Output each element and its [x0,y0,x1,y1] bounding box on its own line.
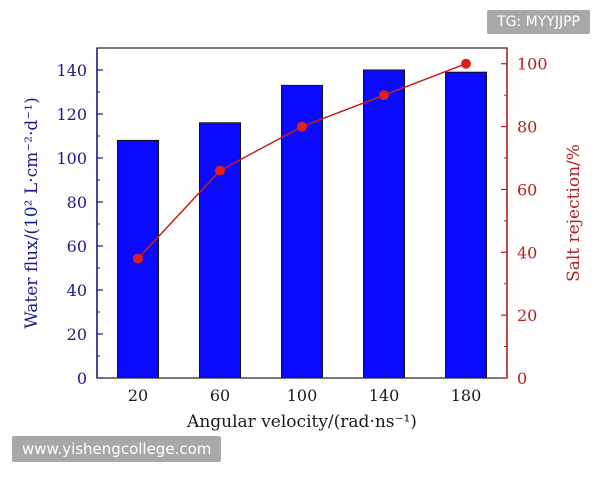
watermark-bottom: www.yishengcollege.com [12,436,222,462]
y-tick-label-left: 40 [67,281,87,300]
x-tick-label: 140 [369,386,400,405]
y-tick-label-right: 40 [517,243,537,262]
line-point [297,121,307,132]
x-tick-label: 180 [451,386,482,405]
y-tick-label-left: 60 [67,237,87,256]
line-point [133,253,143,264]
y-tick-label-left: 120 [56,105,87,124]
watermark-top: TG: MYYJJPP [487,10,590,34]
y-tick-label-right: 80 [517,118,537,137]
bars-layer [117,69,487,379]
x-tick-label: 100 [287,386,318,405]
line-point [379,90,389,101]
y-tick-label-left: 80 [67,193,87,212]
y-tick-label-right: 20 [517,306,537,325]
y-tick-label-left: 140 [56,61,87,80]
y-axis-label-right: Salt rejection/% [564,144,584,282]
bar [363,69,405,379]
x-axis-label: Angular velocity/(rad·ns⁻¹) [186,412,417,432]
line-point [461,58,471,69]
bar [445,71,487,379]
y-tick-label-right: 60 [517,180,537,199]
y-tick-label-right: 100 [517,55,548,74]
x-tick-label: 60 [210,386,230,405]
y-tick-label-left: 20 [67,325,87,344]
x-tick-label: 20 [128,386,148,405]
axes-layer: 0 20 40 60 80 100 120 140 0 20 40 60 80 100 20 60 100 140… [56,47,548,405]
y-tick-label-right: 0 [517,369,527,388]
line-layer [133,58,471,264]
y-axis-label-left: Water flux/(10² L·cm⁻²·d⁻¹) [22,97,42,328]
bar [199,122,241,379]
y-tick-label-left: 100 [56,149,87,168]
y-tick-label-left: 0 [77,369,87,388]
line-point [215,165,225,176]
